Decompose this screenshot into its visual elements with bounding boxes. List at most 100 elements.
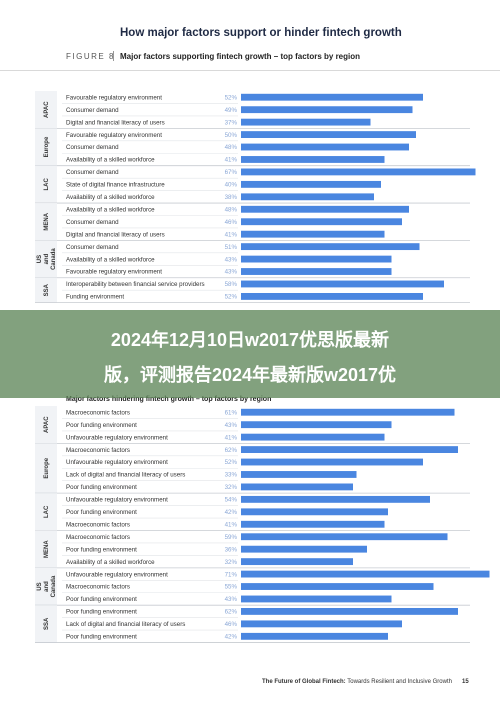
- data-bar: [241, 243, 420, 251]
- value-label: 37%: [225, 119, 238, 126]
- data-bar: [241, 495, 430, 503]
- factor-label: Favourable regulatory environment: [66, 94, 162, 101]
- region-band: [35, 406, 57, 444]
- factor-label: Lack of digital and financial literacy o…: [66, 621, 185, 628]
- hinder-section-heading: Major factors hindering fintech growth –…: [66, 396, 272, 403]
- value-label: 49%: [225, 107, 238, 114]
- factor-label: Poor funding environment: [66, 609, 137, 616]
- data-bar: [241, 230, 385, 238]
- value-label: 33%: [225, 472, 238, 479]
- value-label: 43%: [225, 422, 238, 429]
- data-bar: [241, 93, 423, 101]
- value-label: 58%: [225, 281, 238, 288]
- factor-label: Interoperability between financial servi…: [66, 281, 205, 288]
- value-label: 54%: [225, 497, 238, 504]
- region-band: [35, 530, 57, 568]
- value-label: 62%: [225, 447, 238, 454]
- region-band: [35, 240, 57, 278]
- value-label: 42%: [225, 634, 238, 641]
- value-label: 52%: [225, 94, 238, 101]
- region-label: SSA: [44, 617, 50, 630]
- factor-label: Availability of a skilled workforce: [66, 559, 155, 566]
- data-bar: [241, 570, 490, 578]
- data-bar: [241, 143, 409, 151]
- factor-label: Digital and financial literacy of users: [66, 119, 165, 126]
- value-label: 50%: [225, 132, 238, 139]
- factor-label: Unfavourable regulatory environment: [66, 571, 168, 578]
- region-band: [35, 493, 57, 531]
- banner-line-1: 2024年12月10日w2017优思版最新: [110, 330, 390, 350]
- region-label: USandCanada: [37, 575, 57, 597]
- factor-label: Favourable regulatory environment: [66, 269, 162, 276]
- factor-label: Consumer demand: [66, 144, 119, 151]
- value-label: 59%: [225, 534, 238, 541]
- data-bar: [241, 156, 385, 163]
- value-label: 41%: [225, 231, 238, 238]
- data-bar: [241, 533, 448, 541]
- value-label: 52%: [225, 294, 238, 301]
- data-bar: [241, 421, 392, 429]
- region-label: APAC: [44, 416, 50, 433]
- data-bar: [241, 118, 371, 126]
- region-label: LAC: [44, 178, 50, 191]
- data-bar: [241, 205, 409, 213]
- factor-label: Poor funding environment: [66, 509, 137, 516]
- data-bar: [241, 545, 367, 553]
- value-label: 46%: [225, 621, 238, 628]
- factor-label: Unfavourable regulatory environment: [66, 459, 168, 466]
- banner-line-2: 版，评测报告2024年最新版w2017优: [103, 365, 397, 385]
- value-label: 36%: [225, 546, 238, 553]
- value-label: 51%: [225, 244, 238, 251]
- factor-label: Availability of a skilled workforce: [66, 256, 155, 263]
- value-label: 40%: [225, 182, 238, 189]
- factor-label: Macroeconomic factors: [66, 534, 130, 541]
- factor-label: Digital and financial literacy of users: [66, 231, 165, 238]
- factor-label: Poor funding environment: [66, 546, 137, 553]
- region-label: Europe: [44, 457, 50, 478]
- value-label: 38%: [225, 194, 238, 201]
- value-label: 43%: [225, 269, 238, 276]
- factor-label: State of digital finance infrastructure: [66, 182, 165, 189]
- factor-label: Lack of digital and financial literacy o…: [66, 472, 185, 479]
- value-label: 32%: [225, 484, 238, 491]
- factor-label: Consumer demand: [66, 169, 119, 176]
- region-band: [35, 277, 57, 303]
- data-bar: [241, 131, 416, 138]
- data-bar: [241, 218, 402, 226]
- factor-label: Poor funding environment: [66, 596, 137, 603]
- value-label: 62%: [225, 609, 238, 616]
- data-bar: [241, 106, 413, 114]
- value-label: 52%: [225, 459, 238, 466]
- data-bar: [241, 193, 374, 201]
- region-label: APAC: [44, 101, 50, 118]
- region-label: LAC: [44, 505, 50, 518]
- factor-label: Availability of a skilled workforce: [66, 194, 155, 201]
- data-bar: [241, 608, 458, 615]
- value-label: 67%: [225, 169, 238, 176]
- data-bar: [241, 168, 476, 176]
- footer-text: The Future of Global Fintech: Towards Re…: [262, 679, 452, 685]
- value-label: 55%: [225, 584, 238, 591]
- data-bar: [241, 280, 444, 288]
- value-label: 41%: [225, 434, 238, 441]
- factor-label: Favourable regulatory environment: [66, 132, 162, 139]
- factor-label: Poor funding environment: [66, 634, 137, 641]
- footer-title: The Future of Global Fintech:: [262, 679, 346, 685]
- factor-label: Macroeconomic factors: [66, 409, 130, 416]
- data-bar: [241, 558, 353, 566]
- region-label: MENA: [44, 540, 50, 558]
- value-label: 46%: [225, 219, 238, 226]
- value-label: 42%: [225, 509, 238, 516]
- region-label: Europe: [44, 136, 50, 157]
- factor-label: Poor funding environment: [66, 422, 137, 429]
- region-label: USandCanada: [37, 248, 57, 270]
- value-label: 48%: [225, 144, 238, 151]
- data-bar: [241, 458, 423, 466]
- factor-label: Macroeconomic factors: [66, 521, 130, 528]
- value-label: 41%: [225, 521, 238, 528]
- data-bar: [241, 520, 385, 528]
- factor-label: Unfavourable regulatory environment: [66, 497, 168, 504]
- region-label: SSA: [44, 283, 50, 296]
- footer-subtitle: Towards Resilient and Inclusive Growth: [345, 679, 452, 685]
